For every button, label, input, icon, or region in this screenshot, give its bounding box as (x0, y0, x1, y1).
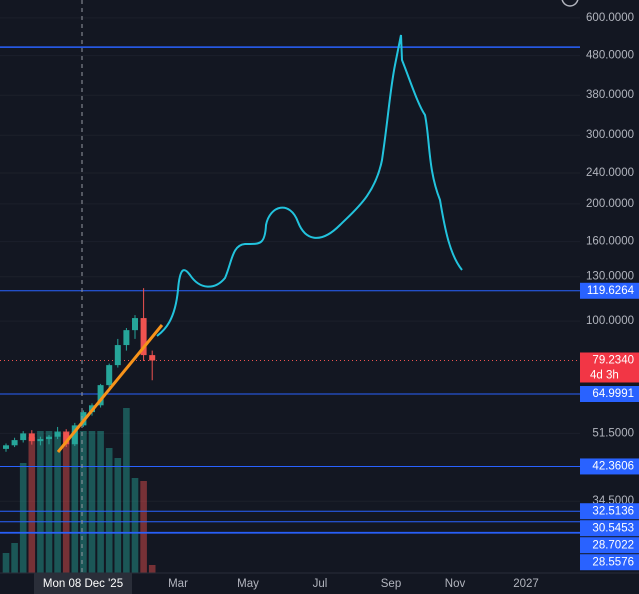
volume-bar (88, 431, 96, 573)
candle-body (114, 345, 121, 366)
candle-body (63, 432, 70, 445)
candle-body (123, 330, 130, 346)
candle-body (106, 365, 113, 386)
price-tick-label: 480.0000 (586, 50, 634, 62)
time-axis (0, 573, 639, 594)
level-label: 28.7022 (592, 539, 634, 551)
volume-bar (45, 431, 53, 573)
candle-body (28, 433, 35, 442)
level-label: 32.5136 (592, 505, 634, 517)
volume-bar (97, 431, 104, 573)
volume-bar (62, 431, 70, 573)
level-label: 42.3606 (592, 460, 634, 472)
level-label-box (580, 554, 639, 571)
candle-body (11, 440, 18, 446)
crosshair-time-label: Mon 08 Dec '25 (43, 578, 123, 590)
last-price-box (580, 352, 639, 383)
candle-body (20, 433, 27, 441)
candle-body (37, 439, 44, 442)
time-label: 2027 (513, 578, 539, 590)
volume-bar (131, 478, 139, 573)
level-label: 28.5576 (592, 556, 634, 568)
time-label: May (237, 578, 259, 590)
volume-bar (28, 437, 36, 573)
last-price-label: 79.2340 (592, 355, 634, 367)
brush-drawing[interactable] (156, 34, 463, 337)
volume (2, 408, 156, 573)
time-label: Sep (381, 578, 401, 590)
volume-bar (114, 458, 122, 573)
candle-body (71, 425, 78, 445)
time-label: Nov (445, 578, 466, 590)
grid (0, 17, 580, 502)
level-label-box (580, 520, 639, 537)
level-label: 119.6264 (587, 285, 635, 297)
time-label: Jul (313, 578, 328, 590)
volume-bar (123, 408, 130, 573)
volume-bar (80, 431, 87, 573)
volume-bar (148, 565, 156, 573)
price-tick-label: 130.0000 (586, 271, 634, 283)
level-label: 30.5453 (592, 522, 634, 534)
candle-body (3, 445, 9, 449)
price-tick-label: 380.0000 (586, 89, 634, 101)
candle-body (97, 385, 104, 406)
candle-body (140, 318, 147, 356)
price-tick-label: 600.0000 (586, 12, 634, 24)
settings-icon[interactable] (561, 0, 579, 7)
volume-bar (19, 463, 27, 573)
level-label-box (580, 458, 639, 475)
price-tick-label: 51.5000 (592, 427, 634, 439)
countdown: 4d 3h (590, 370, 619, 382)
volume-bar (140, 481, 147, 573)
level-label: 64.9991 (592, 388, 634, 400)
level-label-box (580, 386, 639, 403)
volume-bar (71, 431, 79, 573)
time-label: Mar (168, 578, 188, 590)
price-tick-label: 160.0000 (586, 236, 634, 248)
trend-line[interactable] (56, 324, 164, 453)
crosshair-time-box (34, 573, 132, 594)
price-tick-label: 100.0000 (586, 315, 634, 327)
levels (0, 46, 580, 534)
volume-bar (37, 431, 44, 573)
volume-bar (54, 431, 61, 573)
axis-labels: 600.0000 480.0000 380.0000 300.0000 240.0000… (34, 12, 639, 594)
candle-body (46, 436, 52, 440)
candle-body (149, 355, 156, 361)
volume-bar (2, 553, 10, 573)
level-label-box (580, 537, 639, 554)
price-tick-label: 200.0000 (586, 198, 634, 210)
level-label-box (580, 282, 639, 299)
volume-bar (105, 448, 113, 573)
price-tick-label: 300.0000 (586, 129, 634, 141)
candle-body (54, 432, 61, 437)
level-label-box (580, 503, 639, 520)
candle-body (132, 318, 138, 331)
price-tick-label: 240.0000 (586, 167, 634, 179)
volume-bar (11, 543, 18, 573)
